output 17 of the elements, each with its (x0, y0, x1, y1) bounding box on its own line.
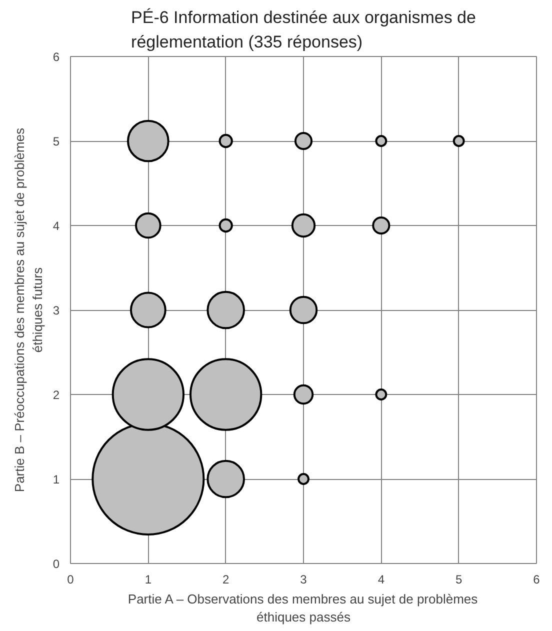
y-axis-title: Partie B – Préoccupations des membres au sujet de problèmes éthiques futurs (12, 127, 45, 492)
y-tick-label: 2 (52, 388, 60, 402)
y-tick-label: 0 (52, 557, 60, 571)
x-tick-label: 5 (455, 572, 462, 586)
x-tick-label: 3 (300, 572, 308, 586)
y-tick-label: 5 (52, 134, 60, 148)
y-tick-label: 1 (52, 472, 60, 486)
chart-title: PÉ-6 Information destinée aux organismes de réglementation (335 réponses) (131, 8, 476, 52)
y-tick-label: 4 (52, 219, 60, 233)
x-axis-title: Partie A – Observations des membres au sujet de problèmes éthiques passés (128, 592, 478, 624)
x-tick-label: 6 (533, 572, 540, 586)
x-tick-label: 1 (144, 572, 152, 586)
x-tick-label: 4 (378, 572, 385, 586)
y-tick-label: 3 (52, 304, 60, 318)
x-tick-label: 2 (222, 572, 230, 586)
x-tick-label: 0 (67, 572, 74, 586)
y-tick-label: 6 (52, 50, 60, 64)
